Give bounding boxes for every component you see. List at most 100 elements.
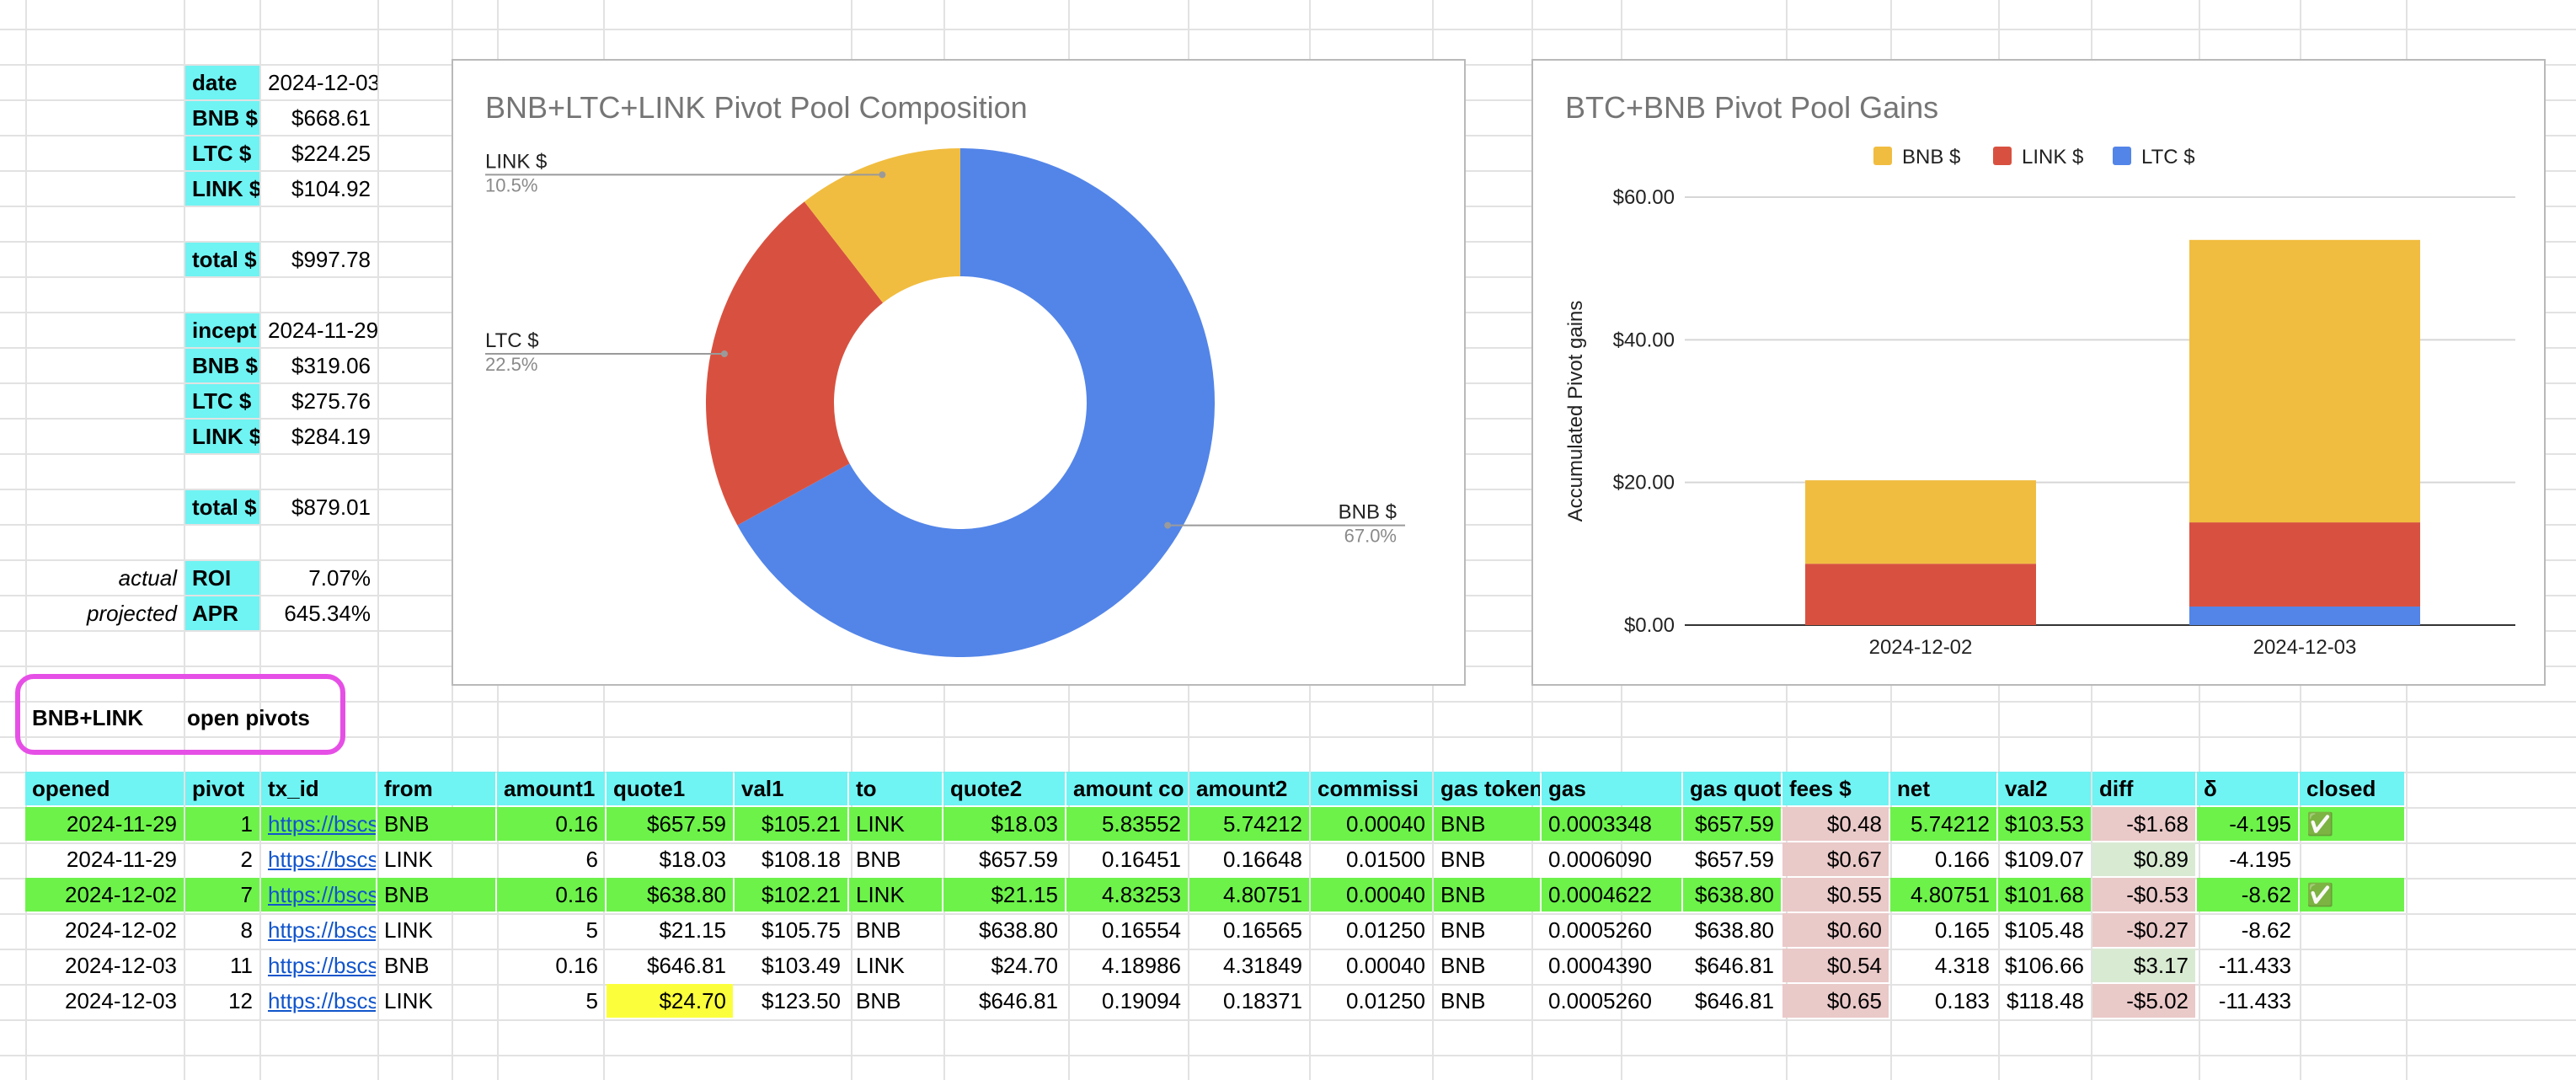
header-from[interactable]: from: [377, 772, 495, 805]
header-quote2[interactable]: quote2: [943, 772, 1065, 805]
table-cell-gas[interactable]: 0.0006090: [1548, 847, 1652, 872]
table-cell-amount2[interactable]: 0.18371: [1223, 988, 1302, 1013]
table-cell-gas-token[interactable]: BNB: [1440, 917, 1486, 943]
pie-slice-ltc[interactable]: [706, 201, 884, 526]
link-incept-label[interactable]: LINK $: [185, 420, 259, 453]
table-cell-val1[interactable]: $108.18: [762, 847, 841, 872]
table-cell-closed[interactable]: [2300, 984, 2404, 1018]
table-cell-amount2[interactable]: 0.16648: [1223, 847, 1302, 872]
table-cell-commissi[interactable]: 0.00040: [1311, 878, 1432, 912]
projected-label[interactable]: projected: [87, 601, 177, 626]
header-opened[interactable]: opened: [25, 772, 184, 805]
header-val1[interactable]: val1: [735, 772, 847, 805]
table-cell-commissi[interactable]: 0.00040: [1346, 953, 1425, 978]
header-diff[interactable]: diff: [2092, 772, 2195, 805]
table-cell--[interactable]: -4.195: [2197, 807, 2298, 841]
table-cell-gas-token[interactable]: BNB: [1440, 988, 1486, 1013]
bnb-incept-label[interactable]: BNB $: [185, 349, 259, 382]
table-cell-from[interactable]: LINK: [384, 847, 433, 872]
roi-value[interactable]: 7.07%: [308, 565, 371, 591]
table-cell-diff[interactable]: -$5.02: [2092, 984, 2195, 1018]
incept-value[interactable]: 2024-11-29: [268, 318, 377, 343]
table-cell-amount-co[interactable]: 4.83253: [1066, 878, 1188, 912]
header-net[interactable]: net: [1890, 772, 1996, 805]
table-cell-commissi[interactable]: 0.01500: [1346, 847, 1425, 872]
header-val2[interactable]: val2: [1998, 772, 2091, 805]
bnb-value[interactable]: $668.61: [291, 105, 371, 131]
table-cell-fees-[interactable]: $0.67: [1782, 842, 1889, 876]
apr-label[interactable]: APR: [185, 596, 259, 630]
bar-segment-link[interactable]: [1805, 564, 2036, 625]
table-cell-quote2[interactable]: $638.80: [979, 917, 1058, 943]
table-cell-amount1[interactable]: 6: [585, 847, 598, 872]
table-cell-net[interactable]: 4.80751: [1890, 878, 1996, 912]
table-cell-commissi[interactable]: 0.00040: [1311, 807, 1432, 841]
table-cell-opened[interactable]: 2024-12-03: [65, 988, 177, 1013]
table-cell-gas-quote[interactable]: $646.81: [1695, 988, 1774, 1013]
table-cell-fees-[interactable]: $0.65: [1782, 984, 1889, 1018]
table-cell-diff[interactable]: -$0.53: [2092, 878, 2195, 912]
table-cell-quote2[interactable]: $646.81: [979, 988, 1058, 1013]
table-cell-net[interactable]: 4.318: [1934, 953, 1990, 978]
table-cell-net[interactable]: 0.165: [1934, 917, 1990, 943]
table-cell--[interactable]: -8.62: [2197, 878, 2298, 912]
table-cell-to[interactable]: BNB: [856, 917, 901, 943]
table-cell-gas[interactable]: 0.0003348: [1542, 807, 1681, 841]
table-cell-gas[interactable]: 0.0004390: [1548, 953, 1652, 978]
table-cell-from[interactable]: LINK: [384, 917, 433, 943]
table-cell-amount2[interactable]: 0.16565: [1223, 917, 1302, 943]
table-cell-closed[interactable]: [2300, 913, 2404, 947]
table-cell-amount2[interactable]: 4.80751: [1189, 878, 1309, 912]
table-cell-commissi[interactable]: 0.01250: [1346, 917, 1425, 943]
table-cell-gas-token[interactable]: BNB: [1440, 953, 1486, 978]
table-cell-val2[interactable]: $109.07: [2005, 847, 2084, 872]
header-amount-co[interactable]: amount co: [1066, 772, 1188, 805]
table-cell-val1[interactable]: $123.50: [762, 988, 841, 1013]
pie-slice-bnb[interactable]: [737, 148, 1215, 657]
table-cell-gas-token[interactable]: BNB: [1434, 807, 1540, 841]
table-cell-amount1[interactable]: 5: [585, 988, 598, 1013]
table-cell-net[interactable]: 0.183: [1934, 988, 1990, 1013]
bar-segment-bnb[interactable]: [1805, 480, 2036, 564]
total-incept-value[interactable]: $879.01: [291, 495, 371, 520]
table-cell-amount-co[interactable]: 0.16451: [1102, 847, 1181, 872]
date-value[interactable]: 2024-12-03: [268, 70, 377, 95]
table-cell-val1[interactable]: $103.49: [762, 953, 841, 978]
table-cell-amount2[interactable]: 5.74212: [1189, 807, 1309, 841]
table-cell-fees-[interactable]: $0.60: [1782, 913, 1889, 947]
gains-chart[interactable]: BTC+BNB Pivot Pool Gains $0.00 $20.00 $40.…: [1531, 59, 2546, 686]
date-label[interactable]: date: [185, 66, 259, 99]
table-cell-amount-co[interactable]: 0.19094: [1102, 988, 1181, 1013]
table-cell-val1[interactable]: $102.21: [735, 878, 847, 912]
table-cell--[interactable]: -8.62: [2241, 917, 2291, 943]
bar-segment-ltc[interactable]: [2189, 606, 2420, 625]
table-cell-val2[interactable]: $106.66: [2005, 953, 2084, 978]
table-cell--[interactable]: -11.433: [2218, 953, 2291, 978]
pie-slice-link[interactable]: [804, 148, 960, 303]
header-amount1[interactable]: amount1: [497, 772, 605, 805]
table-cell-diff[interactable]: $3.17: [2092, 949, 2195, 982]
apr-value[interactable]: 645.34%: [284, 601, 371, 626]
table-cell-closed[interactable]: ✅: [2300, 807, 2404, 841]
total-value[interactable]: $997.78: [291, 247, 371, 272]
table-cell-amount2[interactable]: 4.31849: [1223, 953, 1302, 978]
header-gas-quote[interactable]: gas quote: [1683, 772, 1781, 805]
table-cell-val2[interactable]: $105.48: [2005, 917, 2084, 943]
table-cell-quote1[interactable]: $21.15: [659, 917, 726, 943]
table-cell-gas-quote[interactable]: $657.59: [1695, 847, 1774, 872]
table-cell-diff[interactable]: -$1.68: [2092, 807, 2195, 841]
bar-segment-link[interactable]: [2189, 522, 2420, 607]
section-title[interactable]: open pivots: [187, 705, 310, 730]
table-cell-net[interactable]: 5.74212: [1890, 807, 1996, 841]
table-cell-gas-quote[interactable]: $638.80: [1695, 917, 1774, 943]
tx-link[interactable]: https://bscs: [268, 847, 376, 872]
tx-link[interactable]: https://bscs: [261, 878, 376, 912]
table-cell-pivot[interactable]: 11: [230, 953, 253, 978]
table-cell-val1[interactable]: $105.21: [735, 807, 847, 841]
header--[interactable]: δ: [2197, 772, 2298, 805]
table-cell-opened[interactable]: 2024-12-03: [65, 953, 177, 978]
table-cell-to[interactable]: LINK: [849, 807, 942, 841]
table-cell-gas[interactable]: 0.0004622: [1542, 878, 1681, 912]
table-cell-from[interactable]: BNB: [377, 807, 495, 841]
table-cell-pivot[interactable]: 8: [240, 917, 253, 943]
